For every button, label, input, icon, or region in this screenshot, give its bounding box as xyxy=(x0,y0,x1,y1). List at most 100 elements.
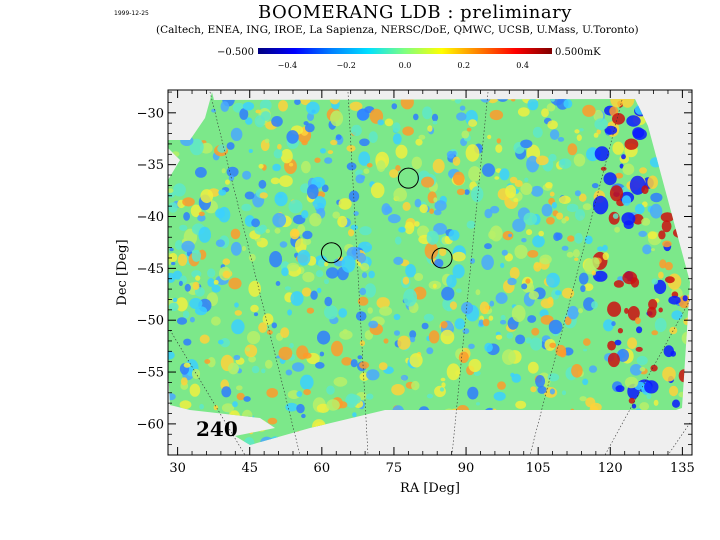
map-blob xyxy=(358,151,371,166)
map-blob xyxy=(370,182,385,199)
map-blob xyxy=(335,134,342,141)
y-axis-ticks: −30 −35 −40 −45 −50 −55 −60 xyxy=(137,91,692,446)
plot-area: 240 30 45 60 75 90 105 120 135 −30−35−40−45−50−… xyxy=(137,89,695,476)
map-blob xyxy=(631,403,637,409)
y-tick-label: −30 xyxy=(137,106,164,121)
map-blob xyxy=(232,401,238,408)
map-blob xyxy=(549,191,555,197)
map-blob xyxy=(332,211,341,219)
map-blob xyxy=(288,199,303,214)
map-blob xyxy=(583,283,594,291)
map-blob xyxy=(397,335,411,350)
y-tick-label: −55 xyxy=(137,366,164,381)
map-blob xyxy=(602,252,609,261)
map-blob xyxy=(285,369,293,376)
map-blob xyxy=(168,188,174,193)
map-blob xyxy=(274,227,281,234)
map-blob xyxy=(665,276,675,284)
map-blob xyxy=(584,235,593,245)
map-blob xyxy=(517,107,530,117)
map-blob xyxy=(500,319,507,325)
map-blob xyxy=(481,254,494,270)
map-blob xyxy=(377,119,385,126)
map-blob xyxy=(574,129,580,134)
map-blob xyxy=(572,249,580,258)
map-blob xyxy=(312,196,327,210)
map-blob xyxy=(482,163,495,177)
map-blob xyxy=(324,278,329,285)
map-blob xyxy=(314,157,321,163)
map-blob xyxy=(348,229,355,237)
map-blob xyxy=(495,144,503,153)
map-blob xyxy=(614,226,620,233)
map-blob xyxy=(259,192,268,199)
map-blob xyxy=(350,359,358,368)
y-tick-label: −45 xyxy=(137,262,164,277)
map-blob xyxy=(509,267,520,279)
map-blob xyxy=(607,301,622,317)
map-blob xyxy=(603,319,614,332)
map-blob xyxy=(384,118,394,127)
map-blob xyxy=(452,251,466,262)
map-blob xyxy=(241,203,252,212)
map-blob xyxy=(191,368,201,379)
map-blob xyxy=(341,255,356,273)
map-blob xyxy=(301,210,309,219)
map-blob xyxy=(446,150,455,159)
ra-meridian-line xyxy=(347,91,369,456)
map-blob xyxy=(439,387,445,392)
map-blob xyxy=(250,304,259,313)
map-blob xyxy=(316,403,330,413)
ra-meridians xyxy=(169,91,693,456)
y-tick-label: −40 xyxy=(137,210,164,225)
map-blob xyxy=(549,342,557,348)
map-blob xyxy=(484,243,492,250)
map-blob xyxy=(639,167,647,174)
map-blob xyxy=(290,291,304,306)
map-blob xyxy=(183,338,192,346)
map-blob xyxy=(422,106,433,120)
map-blob xyxy=(651,330,658,336)
map-blob xyxy=(231,319,245,335)
map-blob xyxy=(189,298,203,309)
map-blob xyxy=(233,354,241,361)
map-blob xyxy=(173,183,186,197)
map-blob xyxy=(381,203,391,216)
map-blob xyxy=(468,119,478,127)
map-blob xyxy=(494,176,500,180)
map-blob xyxy=(545,182,553,189)
map-blob xyxy=(593,270,608,282)
map-blob xyxy=(619,163,624,169)
map-blob xyxy=(179,400,192,410)
map-blob xyxy=(183,362,191,368)
map-blob xyxy=(179,224,188,231)
map-blob xyxy=(538,230,544,237)
map-blob xyxy=(468,358,482,373)
map-blob xyxy=(189,138,204,156)
map-blob xyxy=(650,364,658,372)
map-blob xyxy=(630,364,643,376)
map-blob xyxy=(357,296,369,306)
map-blob xyxy=(526,155,539,173)
map-blob xyxy=(241,246,247,251)
colorbar xyxy=(258,48,552,54)
map-blob xyxy=(580,285,586,293)
map-blob xyxy=(440,329,455,345)
map-blob xyxy=(414,198,422,208)
map-blob xyxy=(513,198,519,203)
x-tick-label: 135 xyxy=(670,461,695,476)
map-blob xyxy=(461,301,474,315)
map-blob xyxy=(234,302,239,308)
map-blob xyxy=(286,130,299,144)
map-blob xyxy=(189,383,201,397)
map-blob xyxy=(389,169,399,178)
plot-frame xyxy=(167,89,693,456)
map-blob xyxy=(549,129,560,140)
map-blob xyxy=(647,306,657,318)
map-blob xyxy=(617,328,624,334)
map-blob xyxy=(213,279,219,285)
map-blob xyxy=(489,205,500,214)
map-blob xyxy=(468,343,475,349)
source-circle xyxy=(397,167,419,189)
map-blob xyxy=(337,401,348,409)
